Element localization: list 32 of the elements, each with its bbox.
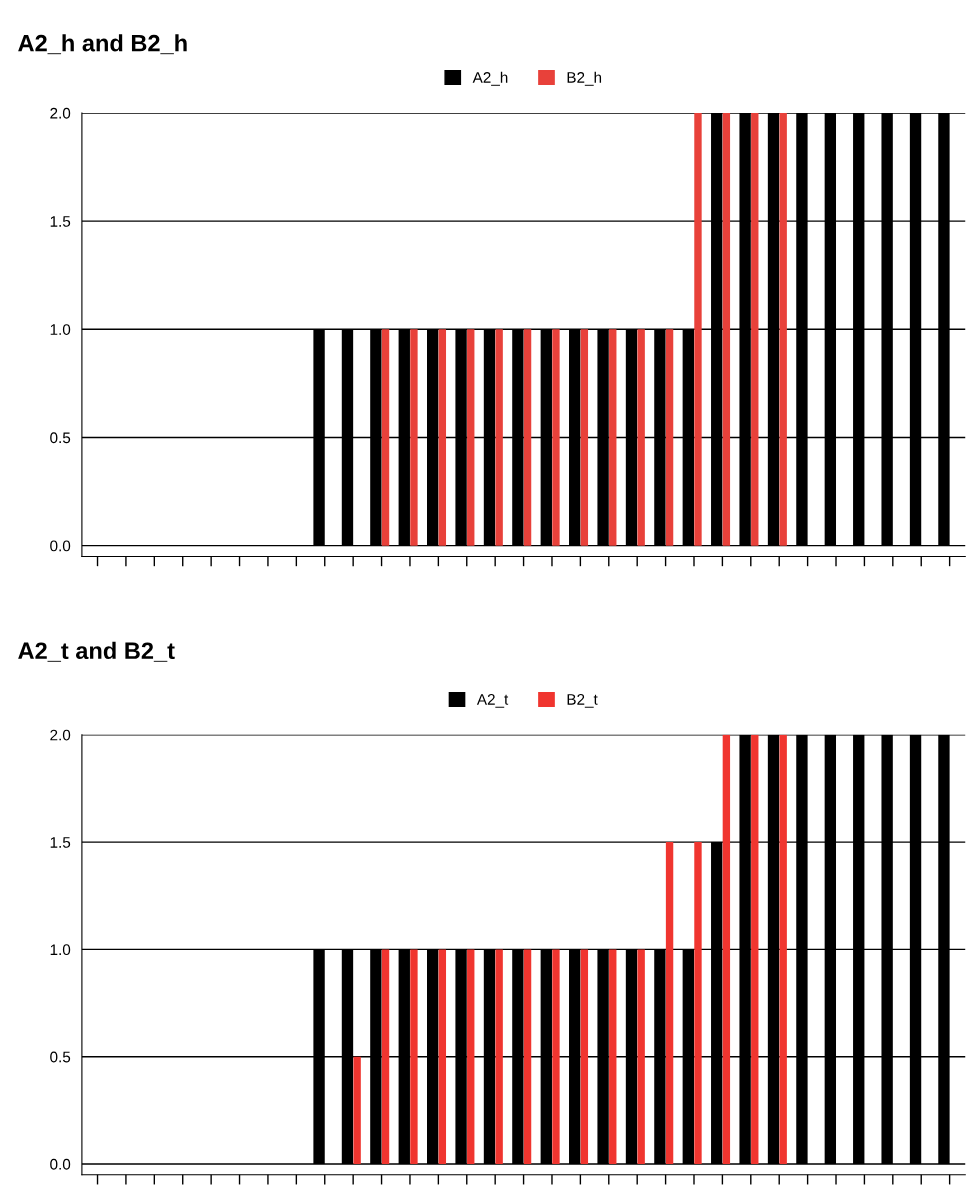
bar [609,949,617,1164]
bar [779,734,787,1164]
bar [381,949,390,1164]
legend-label: B2_t [567,694,598,708]
y-tick-label: 0.5 [50,432,71,444]
bar [523,949,532,1164]
bar [410,949,418,1164]
bar [495,949,503,1164]
bar [353,1056,361,1164]
bar [665,842,674,1164]
y-tick-label: 0.0 [50,1158,71,1170]
y-tick-label: 2.0 [50,729,71,741]
bar [580,949,589,1164]
chart-title: A2_h and B2_h [18,34,187,55]
bar [751,734,759,1164]
y-tick-label: 1.0 [50,944,71,956]
y-tick-label: 1.5 [50,837,71,848]
y-tick-label: 1.5 [50,216,71,227]
bar [467,949,475,1164]
y-tick-label: 1.0 [50,324,71,335]
y-tick-label: 0.5 [50,1051,71,1063]
bar [438,949,447,1164]
chart-title: A2_t and B2_t [18,641,175,662]
legend-label: A2_t [476,694,509,708]
legend-label: B2_h [567,71,602,86]
bar [637,949,645,1164]
bar [722,734,731,1164]
legend-label: A2_h [472,71,508,86]
y-tick-label: 0.0 [50,540,71,552]
bar [552,949,560,1164]
bar [694,842,702,1164]
y-tick-label: 2.0 [50,107,71,119]
